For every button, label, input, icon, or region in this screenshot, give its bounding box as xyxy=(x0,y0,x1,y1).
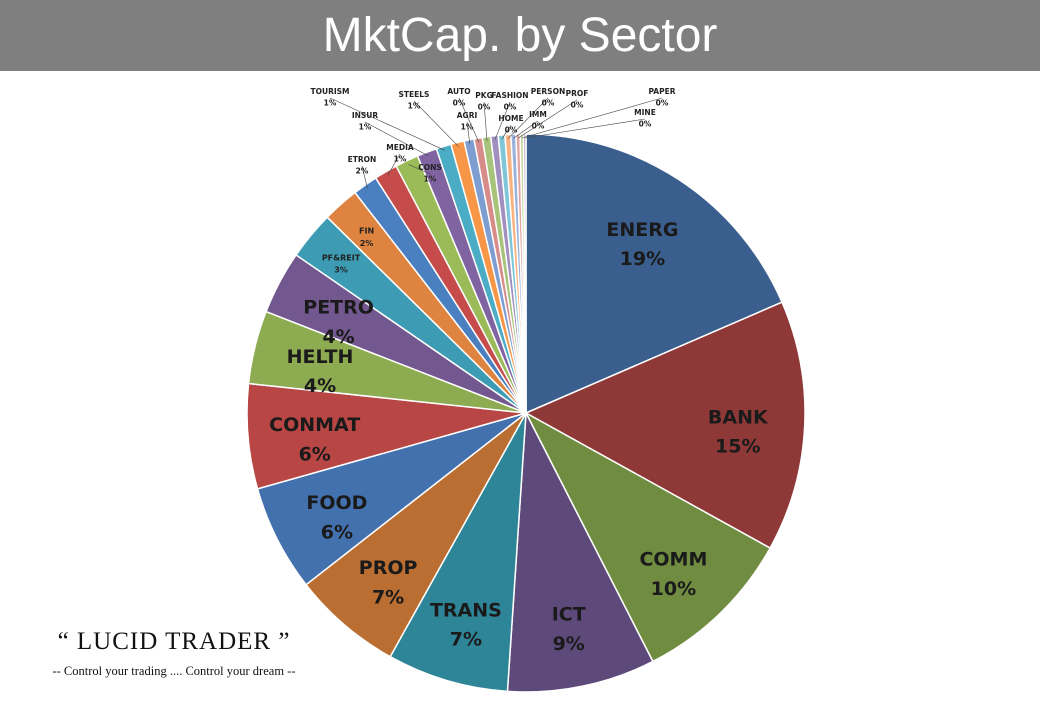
label-agri: AGRI 1% xyxy=(457,111,478,132)
slice-bank xyxy=(524,301,806,550)
leader-lines xyxy=(329,97,663,189)
leader-auto xyxy=(458,97,480,143)
label-pf-reit: PF&REIT 3% xyxy=(322,253,361,274)
brand-tagline: -- Control your trading .... Control you… xyxy=(52,664,296,678)
label-conmat: CONMAT 6% xyxy=(269,414,360,465)
label-comm: COMM 10% xyxy=(639,548,707,599)
label-energ: ENERG 19% xyxy=(606,219,678,270)
pie-slices xyxy=(246,133,806,693)
leader-etron xyxy=(361,165,368,189)
leader-prof xyxy=(517,99,578,139)
label-prof: PROF 0% xyxy=(566,89,589,110)
leader-mine xyxy=(524,118,646,139)
label-cons: CONS 1% xyxy=(418,163,442,184)
label-home: HOME 0% xyxy=(498,114,523,135)
leader-imm xyxy=(513,120,539,139)
label-fin: FIN 2% xyxy=(359,227,374,248)
label-trans: TRANS 7% xyxy=(430,599,502,650)
slice-trans xyxy=(389,412,527,693)
leader-home xyxy=(501,124,512,140)
page-title: MktCap. by Sector xyxy=(322,8,718,62)
label-helth: HELTH 4% xyxy=(287,346,354,397)
leader-steels xyxy=(413,100,459,147)
leader-person xyxy=(507,97,549,139)
brand-block: “ LUCID TRADER ” -- Control your trading… xyxy=(38,628,310,679)
title-bar: MktCap. by Sector xyxy=(0,0,1040,71)
label-petro: PETRO 4% xyxy=(303,297,374,348)
label-insur: INSUR 1% xyxy=(352,111,379,132)
slice-energ xyxy=(525,133,784,415)
label-etron: ETRON 2% xyxy=(348,155,377,176)
slice-labels: ENERG 19% BANK 15% COMM 10% ICT 9% TRANS 7%PROP 7%… xyxy=(269,87,769,655)
leader-cons xyxy=(408,164,431,175)
label-ict: ICT 9% xyxy=(552,604,586,655)
label-paper: PAPER 0% xyxy=(648,87,675,108)
label-tourism: TOURISM 1% xyxy=(310,87,349,108)
label-mine: MINE 0% xyxy=(634,108,656,129)
leader-insur xyxy=(364,121,429,157)
brand-name: “ LUCID TRADER ” xyxy=(57,628,291,655)
leader-fashion xyxy=(494,101,511,140)
label-fashion: FASHION 0% xyxy=(491,91,528,112)
leader-tourism xyxy=(329,97,445,151)
label-food: FOOD 6% xyxy=(306,492,367,543)
label-prop: PROP 7% xyxy=(359,557,418,608)
label-steels: STEELS 1% xyxy=(399,90,430,111)
label-auto: AUTO 0% xyxy=(447,87,470,108)
label-bank: BANK 15% xyxy=(708,406,769,457)
leader-agri xyxy=(466,121,471,144)
leader-paper xyxy=(521,97,663,139)
leader-media xyxy=(387,153,401,176)
label-media: MEDIA 1% xyxy=(386,143,414,164)
slice-ict xyxy=(506,410,654,693)
label-person: PERSON 0% xyxy=(531,87,565,108)
label-imm: IMM 0% xyxy=(529,110,547,131)
label-pkg: PKG 0% xyxy=(475,91,492,112)
slice-prop xyxy=(305,412,527,658)
leader-pkg xyxy=(483,101,488,141)
slice-comm xyxy=(524,411,772,663)
